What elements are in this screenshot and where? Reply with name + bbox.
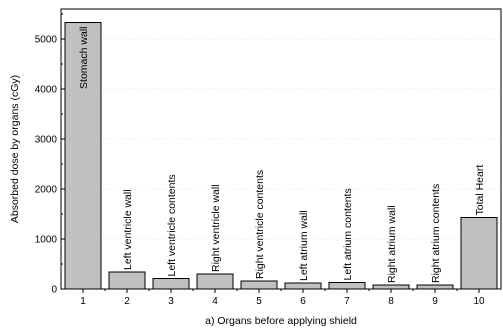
bars: [64, 22, 498, 290]
x-tick-label: 3: [168, 296, 174, 307]
x-tick-label: 7: [344, 296, 350, 307]
bar: [284, 282, 322, 290]
bar-label: Right ventricle wall: [210, 184, 222, 272]
bar-label: Stomach wall: [78, 27, 90, 89]
bar-label: Right atrium wall: [386, 205, 398, 283]
x-tick-label: 6: [300, 296, 306, 307]
x-tick-label: 5: [256, 296, 262, 307]
bar: [460, 217, 498, 290]
bar: [152, 278, 190, 290]
x-tick-label: 8: [388, 296, 394, 307]
x-tick-label: 4: [212, 296, 218, 307]
bar: [64, 22, 102, 290]
x-axis-title: a) Organs before applying shield: [205, 315, 357, 327]
y-axis-title: Absorbed dose by organs (cGy): [9, 75, 21, 223]
bar: [416, 284, 454, 290]
y-tick-label: 2000: [35, 185, 58, 196]
bar: [108, 271, 146, 290]
y-tick-label: 0: [51, 285, 57, 296]
bar-label: Right ventricle contents: [254, 170, 266, 279]
x-tick-label: 10: [473, 296, 485, 307]
bar: [372, 284, 410, 290]
bar-label: Left ventricle contents: [166, 174, 178, 276]
bar-label: Left atrium contents: [342, 188, 354, 280]
bar-label: Left atrium wall: [298, 210, 310, 281]
y-tick-label: 1000: [35, 235, 58, 246]
bar-labels: Stomach wall Left ventricle wall Left vent…: [78, 27, 486, 284]
y-axis: 0 1000 2000 3000 4000 5000: [35, 13, 65, 296]
bar-label: Total Heart: [474, 165, 486, 216]
bar-label: Left ventricle wall: [122, 189, 134, 270]
x-axis: 1 2 3 4 5 6 7 8 9 10: [80, 289, 485, 307]
bar-label: Right atrium contents: [430, 184, 442, 283]
y-tick-label: 5000: [35, 35, 58, 46]
x-tick-label: 1: [80, 296, 86, 307]
x-tick-label: 9: [432, 296, 438, 307]
x-tick-label: 2: [124, 296, 130, 307]
bar: [328, 282, 366, 290]
y-tick-label: 3000: [35, 135, 58, 146]
bar: [240, 280, 278, 290]
y-tick-label: 4000: [35, 85, 58, 96]
bar: [196, 273, 234, 290]
